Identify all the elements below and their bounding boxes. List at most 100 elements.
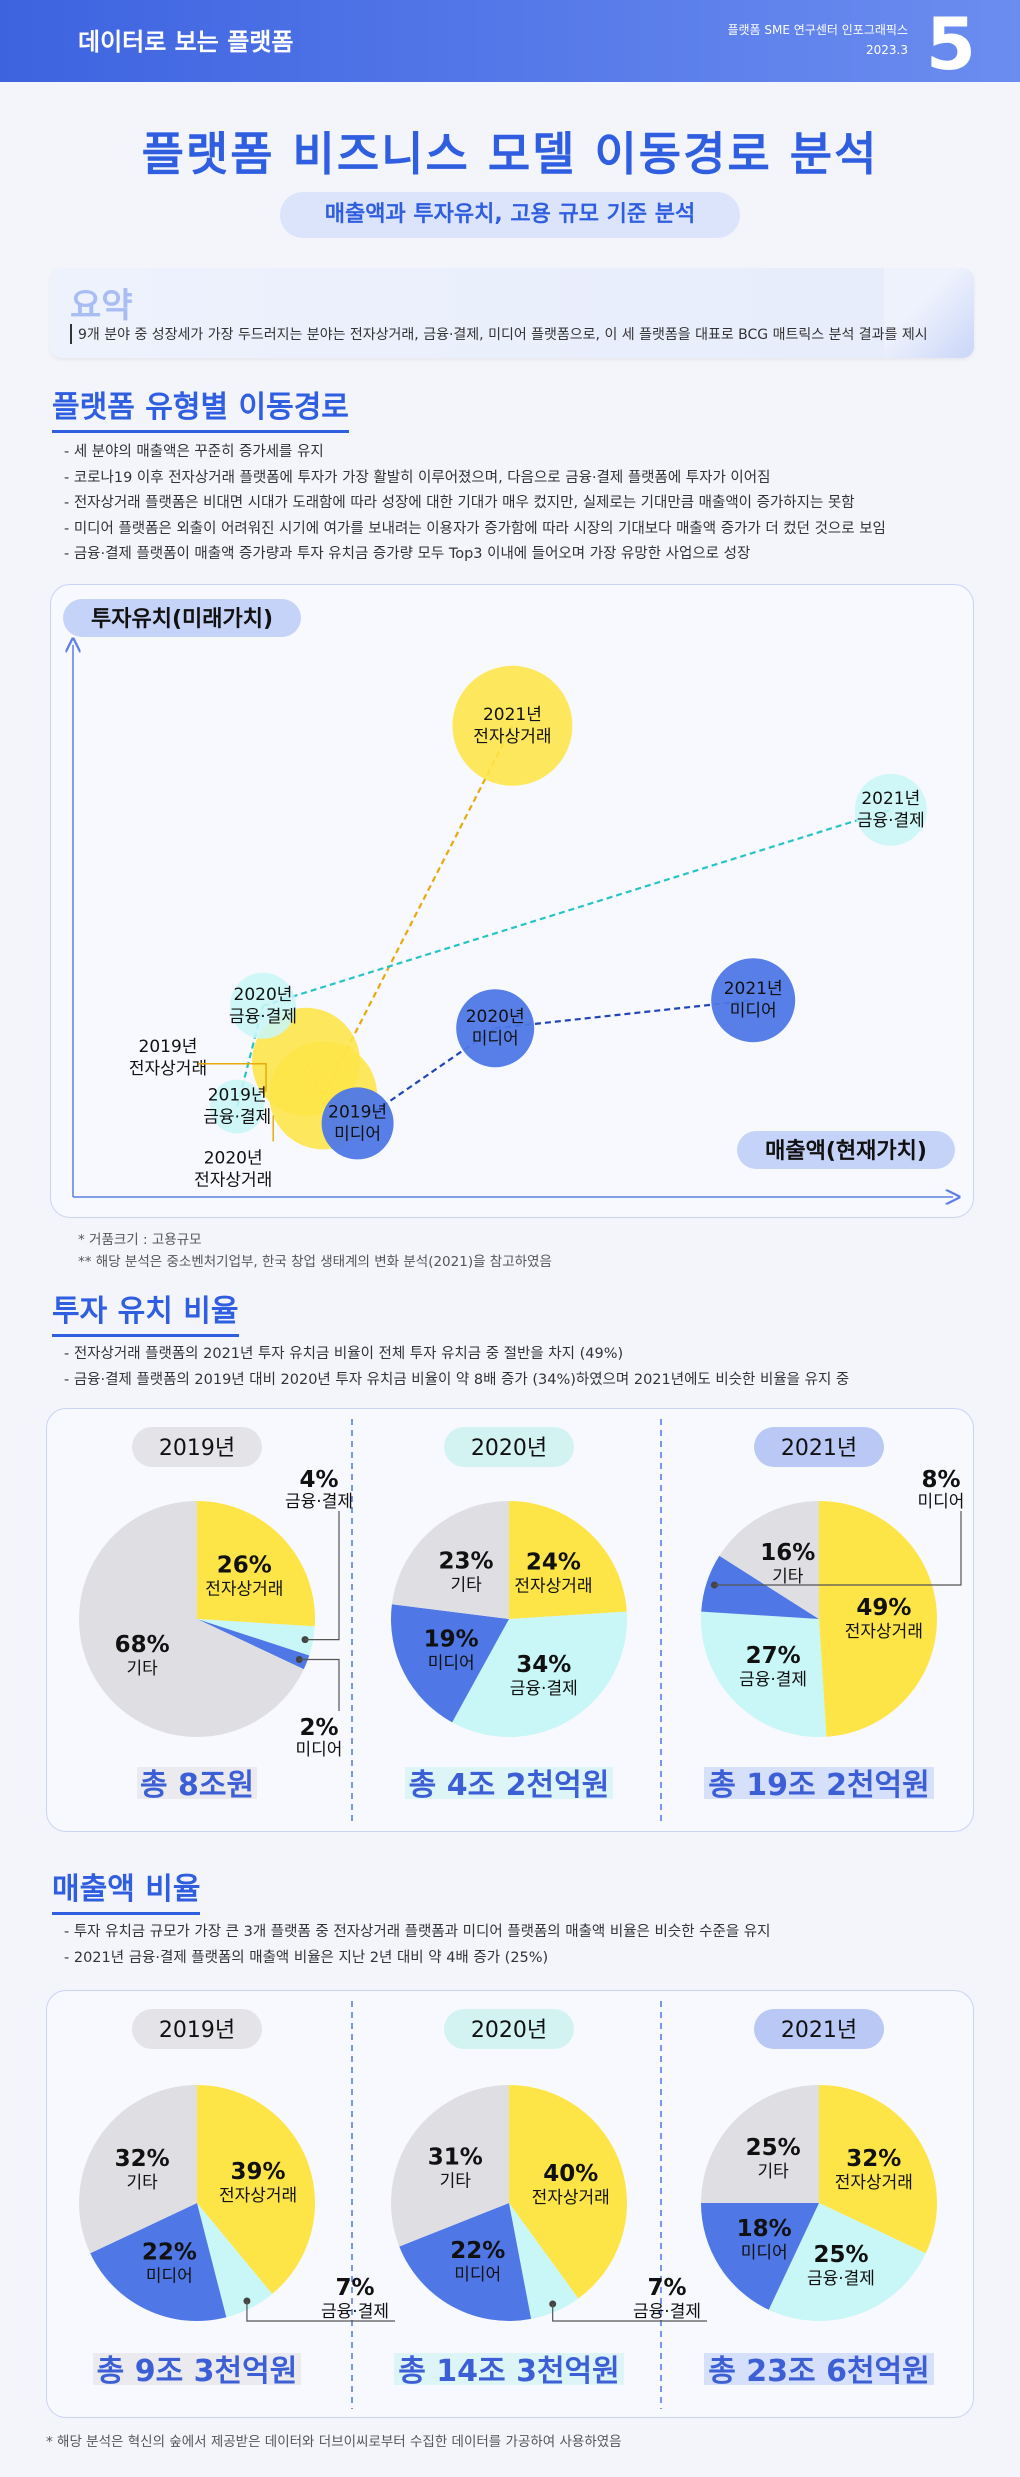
pie-slice-label: 2%미디어	[296, 1655, 343, 1760]
pie-chart: 2020년 24%전자상거래 34%금융·결제 19%미디어 23%기타총 4조 2천억…	[390, 1427, 627, 1803]
bubble	[711, 958, 796, 1043]
bullet: - 2021년 금융·결제 플랫폼의 매출액 비율은 지난 2년 대비 약 4배…	[64, 1949, 549, 1966]
svg-text:금융·결제: 금융·결제	[807, 2269, 875, 2289]
path-segment	[262, 808, 892, 1007]
pie-slice-label: 18%미디어	[737, 2216, 792, 2263]
svg-text:금융·결제: 금융·결제	[739, 1670, 807, 1690]
bullet: - 투자 유치금 규모가 가장 큰 3개 플랫폼 중 전자상거래 플랫폼과 미디…	[64, 1924, 771, 1940]
svg-text:금융·결제: 금융·결제	[321, 2302, 389, 2322]
pie-slice-label: 22%미디어	[450, 2238, 505, 2285]
svg-text:22%: 22%	[450, 2238, 505, 2264]
svg-text:전자상거래: 전자상거래	[205, 1580, 283, 1600]
bubble-chart: 투자유치(미래가치)매출액(현재가치)2021년전자상거래2019년전자상거래2…	[63, 599, 975, 1219]
section-title-investment: 투자 유치 비율	[52, 1286, 239, 1337]
svg-text:미디어: 미디어	[741, 2243, 788, 2263]
pie-slice	[819, 2085, 937, 2254]
svg-text:금융·결제: 금융·결제	[203, 1108, 271, 1128]
pie-total: 총 19조 2천억원	[708, 1768, 930, 1803]
svg-text:19%: 19%	[424, 1626, 479, 1652]
svg-text:전자상거래: 전자상거래	[845, 1622, 923, 1642]
svg-text:68%: 68%	[115, 1632, 170, 1658]
pie-slice	[509, 2203, 579, 2319]
svg-text:2%: 2%	[299, 1715, 338, 1741]
pie-year: 2020년	[471, 1436, 547, 1461]
pie-slice	[719, 1501, 819, 1619]
pie-slice	[197, 1619, 310, 1670]
bubble	[230, 972, 296, 1039]
pie-total-highlight	[704, 2353, 934, 2385]
section-paths-bullets: - 세 분야의 매출액은 꾸준히 증가세를 유지 - 코로나19 이후 전자상거…	[64, 440, 886, 568]
svg-text:2020년: 2020년	[234, 985, 293, 1005]
pie-slice-label: 25%금융·결제	[807, 2242, 875, 2289]
svg-text:2021년: 2021년	[483, 705, 542, 725]
svg-text:미디어: 미디어	[296, 1740, 343, 1760]
svg-text:26%: 26%	[217, 1553, 272, 1579]
svg-text:기타: 기타	[450, 1575, 482, 1595]
pie-year-pill	[754, 2009, 884, 2049]
summary-text: 9개 분야 중 성장세가 가장 두드러지는 분야는 전자상거래, 금융·결제, …	[70, 324, 928, 344]
svg-text:기타: 기타	[757, 2162, 789, 2182]
pie-total-highlight	[704, 1767, 934, 1799]
pie-year: 2019년	[159, 2018, 235, 2043]
pie-total-highlight	[394, 2353, 624, 2385]
pie-slice-label: 4%금융·결제	[285, 1467, 353, 1644]
svg-text:전자상거래: 전자상거래	[129, 1059, 207, 1079]
bubble	[456, 989, 535, 1068]
pie-slice-label: 39%전자상거래	[219, 2159, 297, 2206]
svg-text:미디어: 미디어	[146, 2267, 193, 2287]
svg-text:25%: 25%	[813, 2242, 868, 2268]
path-segment	[356, 1027, 496, 1125]
svg-text:23%: 23%	[439, 1548, 494, 1574]
pie-year-pill	[444, 2009, 574, 2049]
pie-slice	[197, 1619, 315, 1656]
header-series-title: 데이터로 보는 플랫폼	[78, 28, 294, 56]
svg-text:미디어: 미디어	[730, 1001, 777, 1021]
section-investment-bullets: - 전자상거래 플랫폼의 2021년 투자 유치금 비율이 전체 투자 유치금 …	[64, 1342, 849, 1393]
svg-text:40%: 40%	[543, 2161, 598, 2187]
pie-total-highlight	[405, 1767, 613, 1799]
pie-slice	[391, 2085, 509, 2247]
svg-text:2019년: 2019년	[208, 1086, 267, 1106]
x-axis-label: 매출액(현재가치)	[737, 1131, 955, 1169]
svg-text:미디어: 미디어	[472, 1029, 519, 1049]
pie-year: 2021년	[781, 2018, 857, 2043]
svg-text:2020년: 2020년	[466, 1007, 525, 1027]
bullet: - 금융·결제 플랫폼의 2019년 대비 2020년 투자 유치금 비율이 약…	[64, 1371, 850, 1388]
svg-text:7%: 7%	[647, 2275, 686, 2301]
svg-text:전자상거래: 전자상거래	[514, 1577, 592, 1597]
svg-text:기타: 기타	[127, 1659, 159, 1679]
svg-text:24%: 24%	[526, 1550, 581, 1576]
bubble-chart-panel: 투자유치(미래가치) 매출액(현재가치) 2021년 전자상거래 2019년 전자상거래 2…	[50, 584, 974, 1218]
svg-text:31%: 31%	[428, 2145, 483, 2171]
svg-text:2019년: 2019년	[139, 1037, 198, 1057]
svg-text:34%: 34%	[516, 1652, 571, 1678]
svg-text:기타: 기타	[440, 2172, 472, 2192]
pie-year: 2020년	[471, 2018, 547, 2043]
pie-slice	[390, 1604, 509, 1723]
bullet: - 금융·결제 플랫폼이 매출액 증가량과 투자 유치금 증가량 모두 Top3…	[64, 546, 751, 562]
svg-text:27%: 27%	[746, 1643, 801, 1669]
svg-text:32%: 32%	[115, 2146, 170, 2172]
svg-text:16%: 16%	[760, 1540, 815, 1566]
page-title: 플랫폼 비즈니스 모델 이동경로 분석	[141, 127, 879, 181]
pie-slice-label: 32%전자상거래	[835, 2146, 913, 2193]
svg-text:2021년: 2021년	[724, 979, 783, 999]
svg-text:기타: 기타	[772, 1567, 804, 1587]
svg-text:전자상거래: 전자상거래	[473, 727, 551, 747]
section-title-paths: 플랫폼 유형별 이동경로	[52, 382, 349, 433]
pie-slice-label: 19%미디어	[424, 1626, 479, 1673]
path-segment	[495, 999, 754, 1030]
leader-line	[198, 1063, 267, 1092]
pie-slice-label: 49%전자상거래	[845, 1595, 923, 1642]
pie-total: 총 8조원	[140, 1768, 254, 1803]
pie-slice-label: 25%기타	[746, 2135, 801, 2182]
section-title-revenue: 매출액 비율	[52, 1864, 201, 1915]
pie-chart: 2019년 39%전자상거래 7%금융·결제 22%미디어 32%기타총 9조 3천억원	[78, 2009, 395, 2389]
